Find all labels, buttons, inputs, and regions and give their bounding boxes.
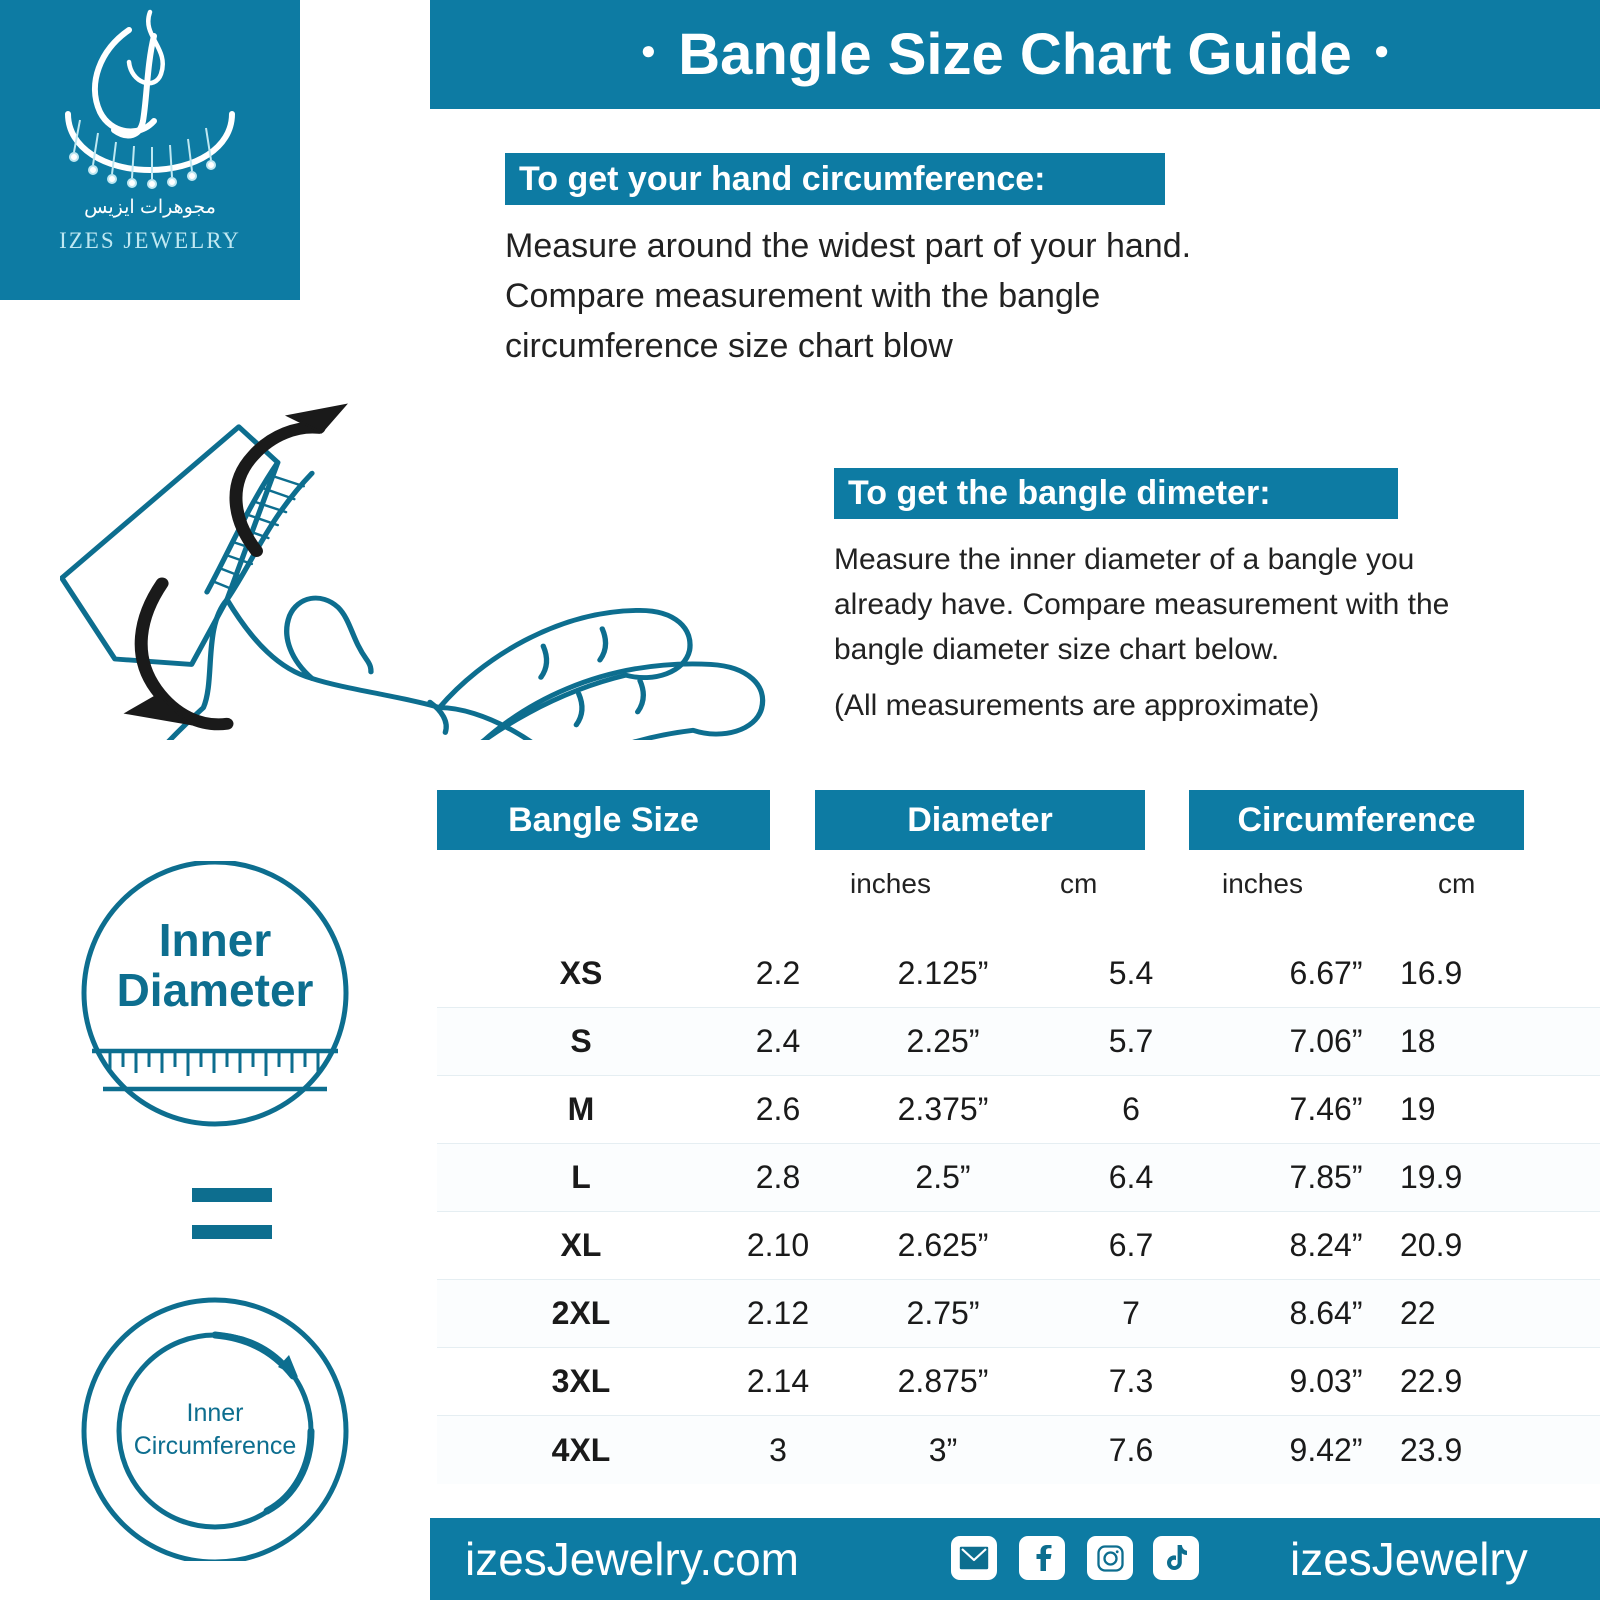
svg-text:Diameter: Diameter — [117, 964, 314, 1016]
svg-text:Circumference: Circumference — [134, 1432, 297, 1460]
svg-text:Inner: Inner — [159, 914, 272, 966]
svg-text:Inner: Inner — [187, 1399, 244, 1427]
